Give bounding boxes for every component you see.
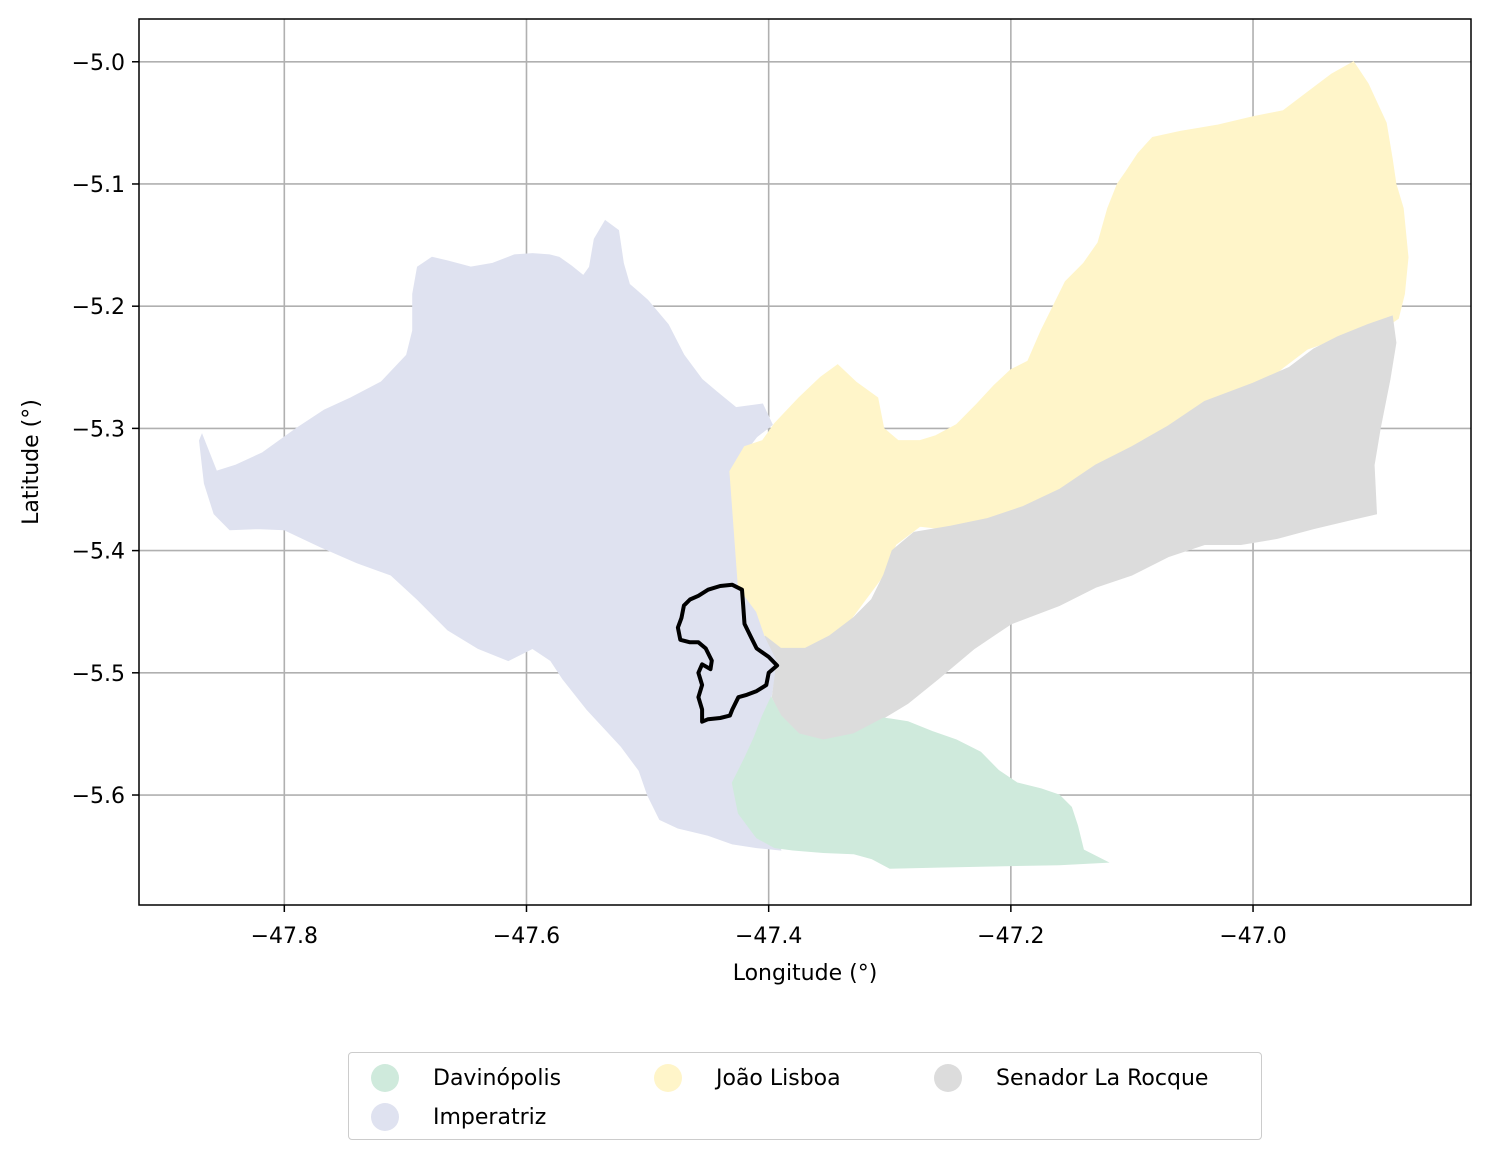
legend-label: Imperatriz xyxy=(433,1104,547,1130)
y-tick-label: −5.0 xyxy=(72,51,125,76)
y-tick-label: −5.4 xyxy=(72,540,125,565)
plot-frame xyxy=(138,18,1472,906)
highlighted-boundary xyxy=(675,582,780,724)
x-tick-label: −47.2 xyxy=(977,924,1044,949)
legend-swatch-imperatriz xyxy=(371,1103,399,1131)
legend-item-joao-lisboa: João Lisboa xyxy=(654,1063,841,1093)
region-davinopolis xyxy=(731,696,1110,869)
axis-ticks: −47.8 −47.6 −47.4 −47.2 −47.0 −5.0 −5.1 −5.2 −5.… xyxy=(72,51,1287,949)
region-polygons xyxy=(198,61,1409,869)
x-tick-label: −47.6 xyxy=(493,924,560,949)
y-axis-label: Latitude (°) xyxy=(19,399,44,525)
legend-swatch-joao-lisboa xyxy=(654,1064,682,1092)
x-tick-label: −47.0 xyxy=(1219,924,1286,949)
region-senador-la-rocque xyxy=(764,315,1397,741)
x-tick-label: −47.4 xyxy=(735,924,802,949)
y-tick-label: −5.6 xyxy=(72,784,125,809)
y-tick-label: −5.3 xyxy=(72,417,125,442)
legend-item-imperatriz: Imperatriz xyxy=(371,1102,546,1132)
legend-swatch-senador-la-rocque xyxy=(934,1064,962,1092)
legend-label: João Lisboa xyxy=(716,1065,841,1091)
legend-item-davinopolis: Davinópolis xyxy=(371,1063,561,1093)
highlight-boundary-outline xyxy=(675,582,780,724)
region-joao-lisboa xyxy=(729,61,1409,656)
y-tick-label: −5.2 xyxy=(72,295,125,320)
legend-swatch-davinopolis xyxy=(371,1064,399,1092)
x-axis-label: Longitude (°) xyxy=(733,961,878,986)
legend-label: Davinópolis xyxy=(433,1065,562,1091)
y-tick-label: −5.5 xyxy=(72,662,125,687)
legend-label: Senador La Rocque xyxy=(996,1065,1209,1091)
legend-item-senador-la-rocque: Senador La Rocque xyxy=(934,1063,1208,1093)
legend: Davinópolis Imperatriz João Lisboa Senad… xyxy=(348,1052,1262,1140)
x-tick-label: −47.8 xyxy=(251,924,318,949)
region-imperatriz xyxy=(198,219,782,851)
y-tick-label: −5.1 xyxy=(72,173,125,198)
